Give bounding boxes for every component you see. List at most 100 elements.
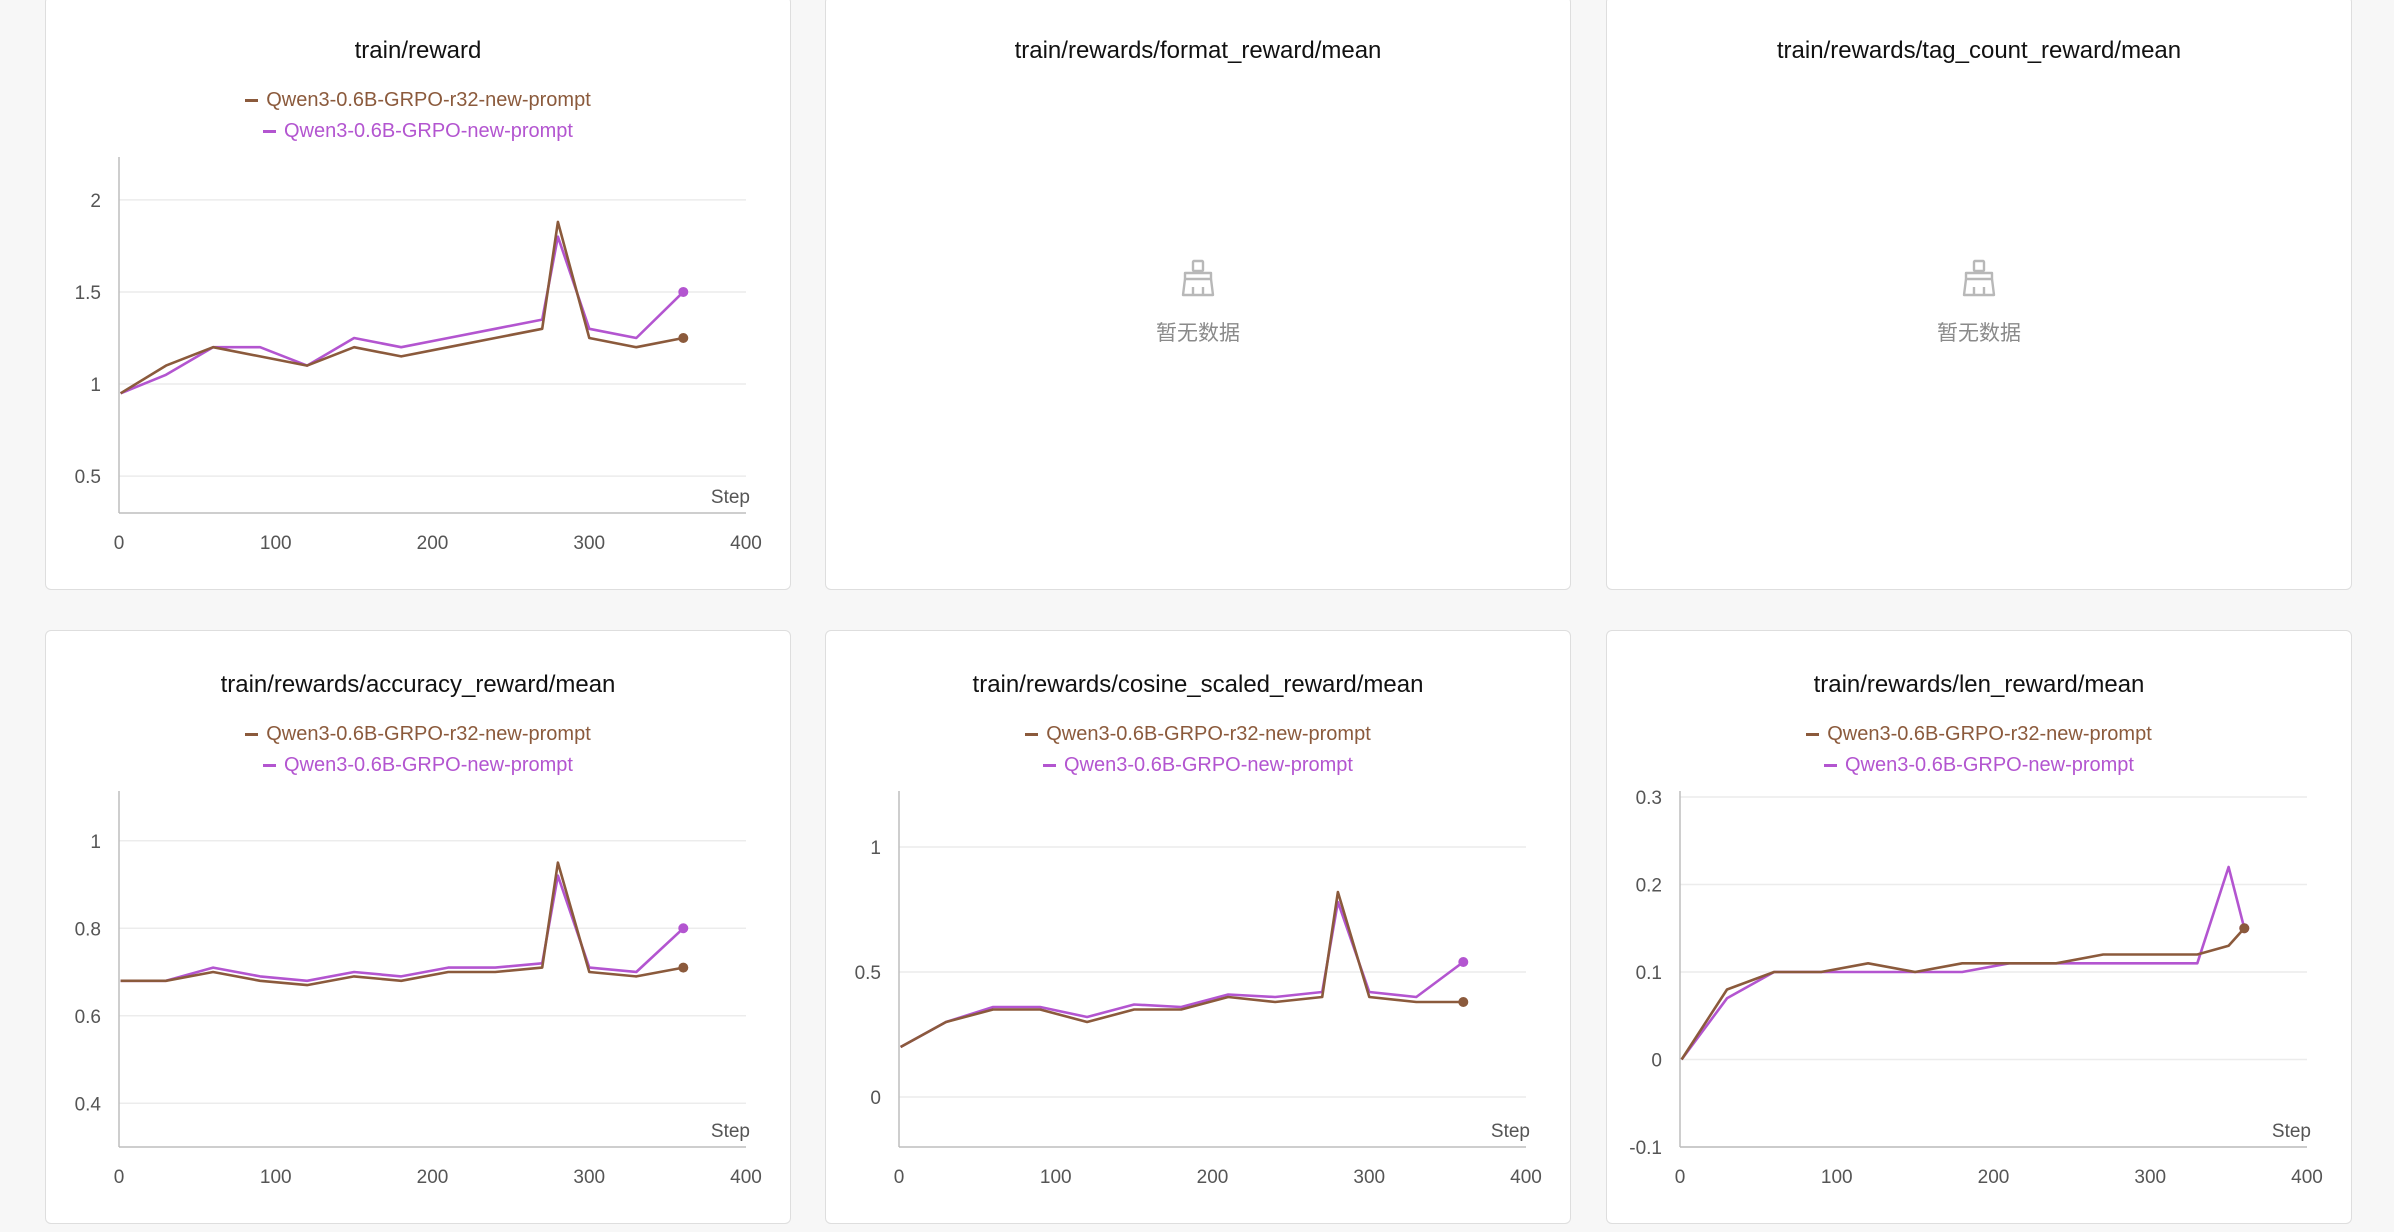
chart-legend: Qwen3-0.6B-GRPO-r32-new-prompt Qwen3-0.6… [1607,719,2351,781]
y-tick-label: 1 [90,375,101,396]
series-line [119,220,684,395]
empty-state: 暂无数据 [826,259,1570,347]
y-tick-label: -0.1 [1629,1138,1662,1159]
series-line [120,235,685,395]
x-tick-label: 300 [2134,1167,2166,1188]
line-chart-plot[interactable]: -0.1 0 0.1 0.2 0.3 0 100 200 300 400 Step [1607,631,2352,1224]
chart-title: train/rewards/format_reward/mean [1014,37,1382,64]
chart-card-accuracy-reward: train/rewards/accuracy_reward/mean Qwen3… [45,630,791,1224]
legend-item-series-b[interactable]: Qwen3-0.6B-GRPO-new-prompt [46,750,790,781]
y-tick-label: 0.8 [75,919,101,940]
chart-title: train/rewards/cosine_scaled_reward/mean [972,671,1424,698]
x-tick-label: 400 [730,1167,762,1188]
legend-marker-icon [1025,733,1039,737]
x-tick-label: 100 [260,533,292,554]
line-chart-plot[interactable]: 0 0.5 1 0 100 200 300 400 Step [826,631,1571,1224]
x-tick-label: 100 [1821,1167,1853,1188]
series-end-point [1458,957,1469,967]
x-tick-label: 200 [417,1167,449,1188]
series-end-point [678,962,689,973]
series-end-point [2239,923,2250,934]
chart-legend: Qwen3-0.6B-GRPO-r32-new-prompt Qwen3-0.6… [46,719,790,781]
legend-marker-icon [263,764,276,768]
legend-label: Qwen3-0.6B-GRPO-new-prompt [1845,754,2134,776]
chart-legend: Qwen3-0.6B-GRPO-r32-new-prompt Qwen3-0.6… [46,85,790,147]
legend-label: Qwen3-0.6B-GRPO-r32-new-prompt [1827,723,2152,745]
legend-marker-icon [1043,764,1056,768]
series-end-point [1458,997,1469,1007]
chart-card-len-reward: train/rewards/len_reward/mean Qwen3-0.6B… [1606,630,2352,1224]
legend-label: Qwen3-0.6B-GRPO-new-prompt [284,754,573,776]
x-tick-label: 200 [1197,1167,1229,1188]
chart-legend: Qwen3-0.6B-GRPO-r32-new-prompt Qwen3-0.6… [826,719,1570,781]
chart-title: train/rewards/accuracy_reward/mean [220,671,616,698]
legend-label: Qwen3-0.6B-GRPO-r32-new-prompt [266,89,591,111]
y-tick-label: 0.5 [855,963,881,984]
y-tick-label: 0 [870,1088,881,1109]
x-tick-label: 400 [2291,1167,2323,1188]
x-tick-label: 400 [730,533,762,554]
chart-title: train/reward [354,37,482,64]
no-data-text: 暂无数据 [1937,322,2021,345]
legend-marker-icon [263,130,276,134]
legend-marker-icon [1806,733,1820,737]
series-end-point [678,286,689,297]
x-axis-title: Step [1491,1121,1530,1142]
x-tick-label: 300 [1353,1167,1385,1188]
x-axis-title: Step [2272,1121,2311,1142]
x-tick-label: 400 [1510,1167,1542,1188]
chart-title: train/rewards/len_reward/mean [1813,671,2145,698]
broom-icon [1962,259,1996,297]
y-tick-label: 0.4 [75,1094,102,1115]
y-tick-label: 0 [1651,1051,1662,1072]
y-tick-label: 0.2 [1636,876,1662,897]
x-tick-label: 200 [417,533,449,554]
legend-item-series-a[interactable]: Qwen3-0.6B-GRPO-r32-new-prompt [46,85,790,116]
series-line [899,890,1464,1049]
x-tick-label: 0 [114,1167,125,1188]
series-line [899,900,1465,1049]
legend-item-series-a[interactable]: Qwen3-0.6B-GRPO-r32-new-prompt [1607,719,2351,750]
chart-card-format-reward: train/rewards/format_reward/mean 暂无数据 [825,0,1571,590]
line-chart-plot[interactable]: 0.4 0.6 0.8 1 0 100 200 300 400 Step [46,631,791,1224]
chart-card-tag-count-reward: train/rewards/tag_count_reward/mean 暂无数据 [1606,0,2352,590]
legend-item-series-b[interactable]: Qwen3-0.6B-GRPO-new-prompt [1607,750,2351,781]
series-end-point [678,923,689,934]
line-chart-plot[interactable]: 0.5 1 1.5 2 0 100 200 300 400 Step [46,0,791,590]
legend-label: Qwen3-0.6B-GRPO-new-prompt [1064,754,1353,776]
y-tick-label: 0.3 [1636,788,1662,809]
x-tick-label: 300 [573,533,605,554]
no-data-text: 暂无数据 [1156,322,1240,345]
chart-title: train/rewards/tag_count_reward/mean [1776,37,2182,64]
series-line [1680,927,2246,1061]
x-tick-label: 0 [894,1167,905,1188]
legend-item-series-b[interactable]: Qwen3-0.6B-GRPO-new-prompt [826,750,1570,781]
y-tick-label: 1.5 [75,283,101,304]
y-tick-label: 0.5 [75,467,101,488]
broom-icon [1181,259,1215,297]
x-tick-label: 100 [260,1167,292,1188]
legend-item-series-b[interactable]: Qwen3-0.6B-GRPO-new-prompt [46,116,790,147]
series-end-point [678,333,689,343]
y-tick-label: 1 [870,838,881,859]
x-tick-label: 0 [114,533,125,554]
legend-item-series-a[interactable]: Qwen3-0.6B-GRPO-r32-new-prompt [826,719,1570,750]
x-axis-title: Step [711,1121,750,1142]
legend-label: Qwen3-0.6B-GRPO-r32-new-prompt [266,723,591,745]
x-tick-label: 100 [1040,1167,1072,1188]
y-tick-label: 0.1 [1636,963,1662,984]
x-axis-title: Step [711,487,750,508]
y-tick-label: 2 [90,191,101,212]
legend-marker-icon [245,99,259,103]
y-tick-label: 1 [90,832,101,853]
y-tick-label: 0.6 [75,1007,101,1028]
legend-marker-icon [245,733,259,737]
legend-marker-icon [1824,764,1837,768]
chart-card-cosine-scaled-reward: train/rewards/cosine_scaled_reward/mean … [825,630,1571,1224]
empty-state: 暂无数据 [1607,259,2351,347]
series-line [120,861,684,987]
x-tick-label: 0 [1675,1167,1686,1188]
x-tick-label: 300 [573,1167,605,1188]
legend-item-series-a[interactable]: Qwen3-0.6B-GRPO-r32-new-prompt [46,719,790,750]
chart-card-train-reward: train/reward Qwen3-0.6B-GRPO-r32-new-pro… [45,0,791,590]
